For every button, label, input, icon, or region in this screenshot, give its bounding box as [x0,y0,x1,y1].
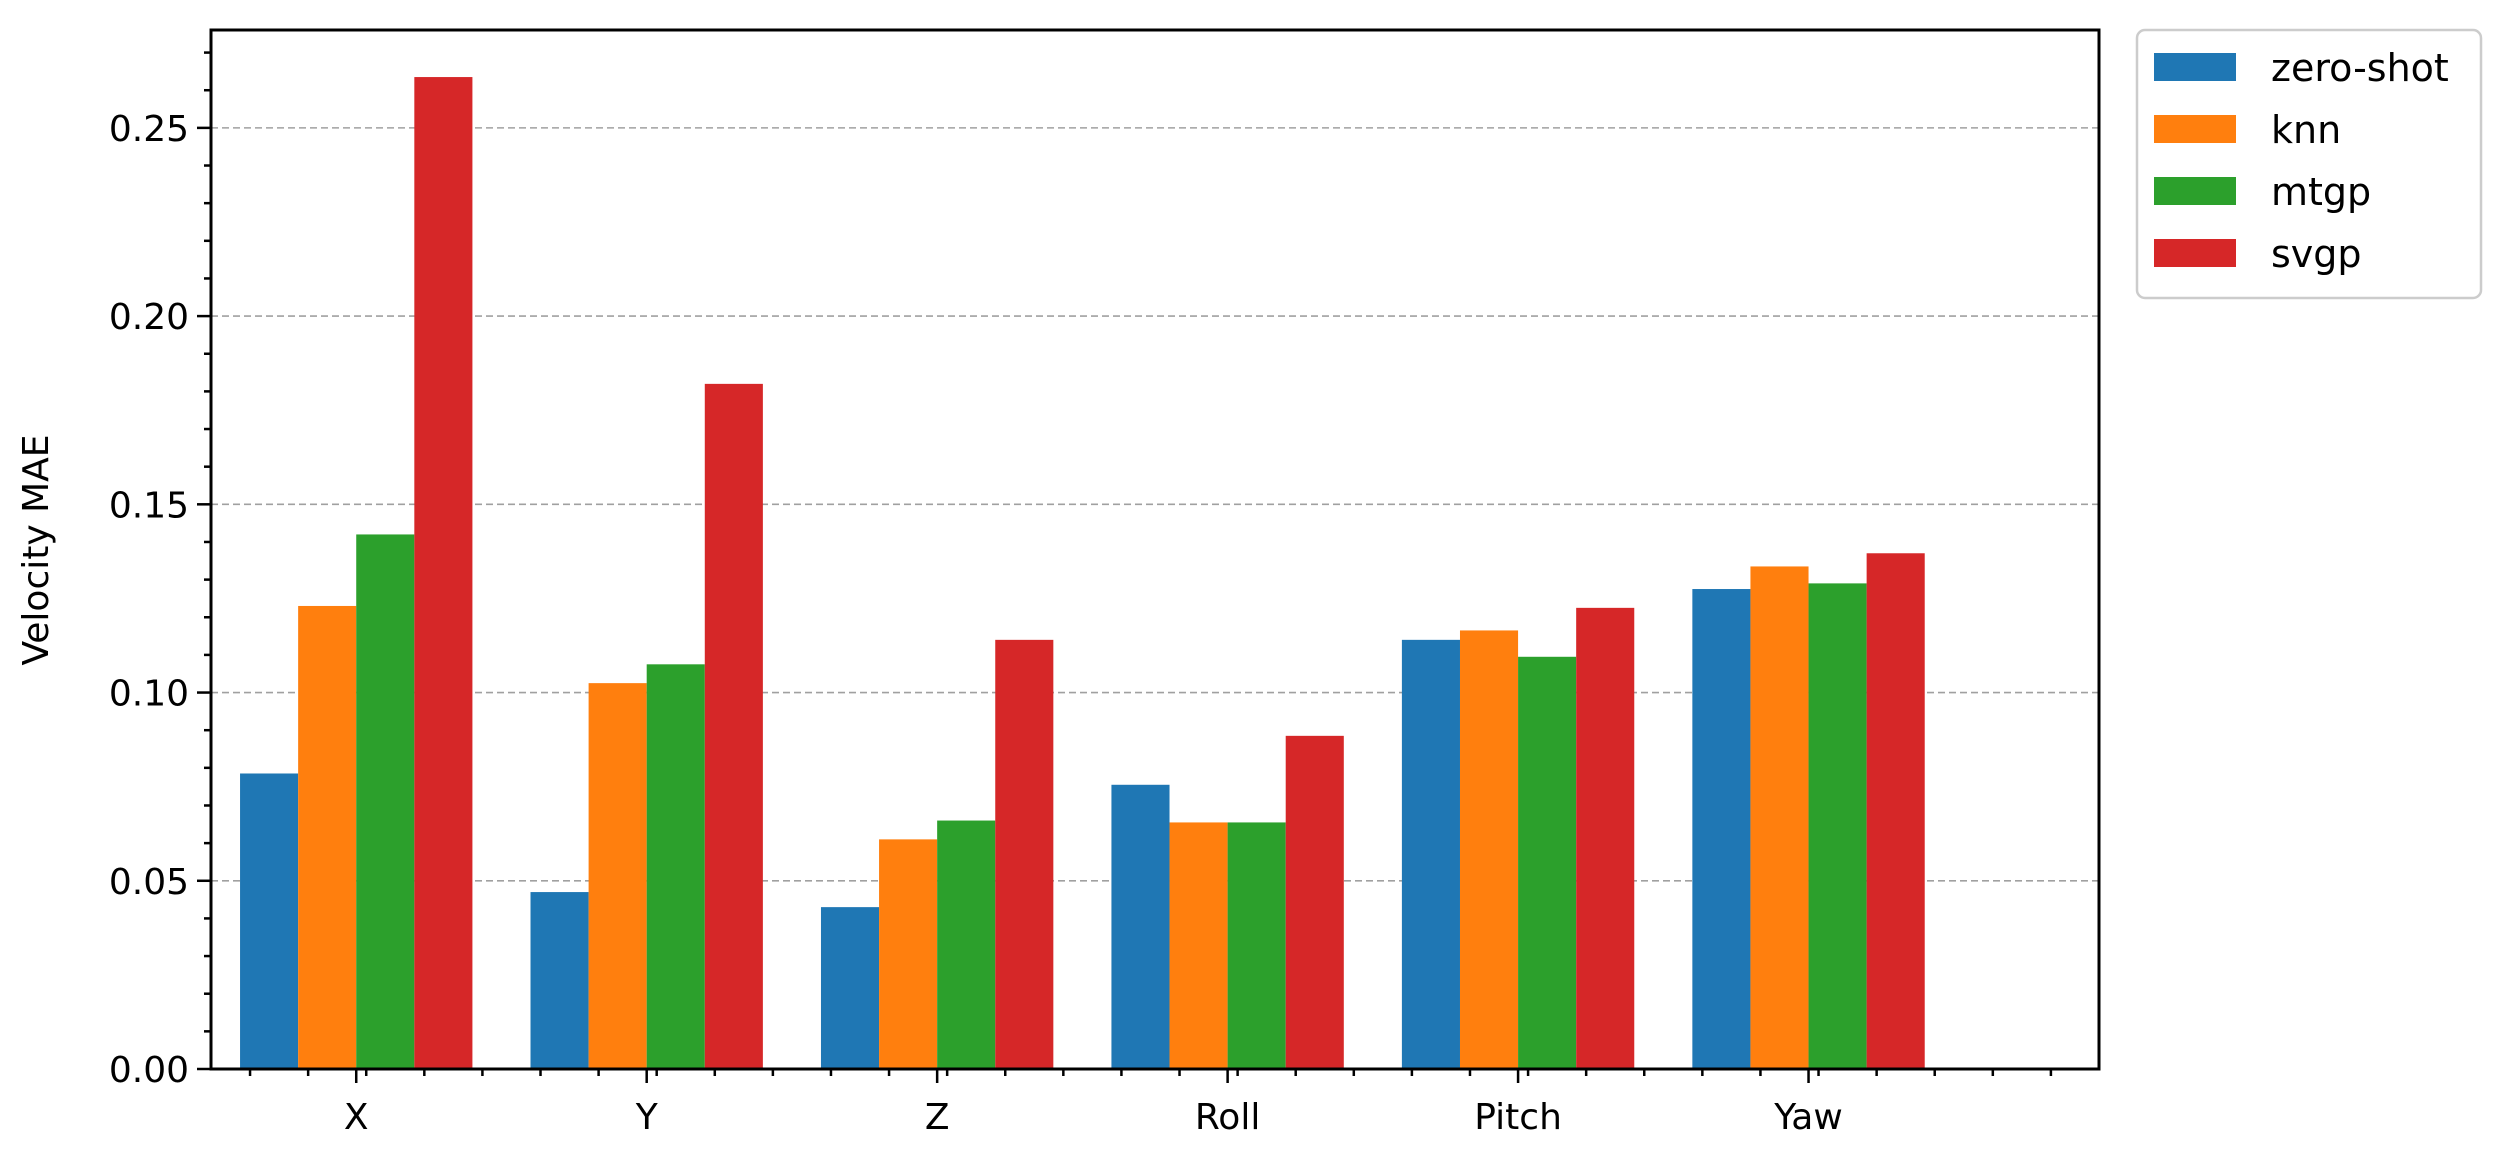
legend-label-knn: knn [2271,108,2341,152]
x-tick-label: Roll [1195,1097,1260,1138]
y-tick-label: 0.10 [109,674,189,715]
bar-mtgp-roll [1227,822,1286,1069]
legend-swatch-svgp [2154,239,2236,267]
x-tick-label: Yaw [1773,1097,1843,1138]
bar-mtgp-pitch [1518,656,1577,1069]
bar-mtgp-x [356,534,415,1069]
plot-frame [209,28,2101,1071]
y-tick-label: 0.20 [109,297,189,338]
x-tick-label: Z [925,1097,950,1138]
bar-svgp-y [704,383,763,1069]
bar-knn-z [879,839,938,1069]
x-tick-label: Y [635,1097,659,1138]
y-tick-label: 0.00 [109,1050,189,1091]
legend-swatch-zero-shot [2154,53,2236,81]
bar-zero-shot-y [530,892,589,1069]
y-tick-label: 0.25 [109,109,189,150]
bar-zero-shot-z [820,907,880,1069]
y-axis: 0.00 0.05 0.10 0.15 0.20 0.25 [109,51,211,1091]
bar-svgp-roll [1285,735,1344,1069]
legend-label-mtgp: mtgp [2271,170,2371,214]
bar-mtgp-y [646,664,705,1069]
bar-mtgp-z [937,820,996,1069]
bars [240,77,1925,1070]
legend-label-svgp: svgp [2271,232,2362,276]
legend-swatch-mtgp [2154,177,2236,205]
legend: zero-shot knn mtgp svgp [2135,28,2483,300]
bar-zero-shot-pitch [1401,639,1460,1069]
x-tick-label: Pitch [1474,1097,1562,1138]
bar-svgp-x [414,77,473,1070]
legend-swatch-knn [2154,115,2236,143]
bar-zero-shot-roll [1111,784,1170,1069]
bar-knn-x [298,605,357,1069]
x-axis: X Y Z Roll Pitch Yaw [248,1069,2053,1138]
bar-knn-roll [1169,822,1228,1069]
bar-zero-shot-x [240,773,299,1069]
y-axis-label: Velocity MAE [16,434,57,665]
legend-frame [2135,28,2483,300]
bar-knn-yaw [1750,566,1809,1069]
bar-svgp-z [995,639,1054,1069]
bar-knn-pitch [1459,630,1519,1069]
bar-mtgp-yaw [1808,583,1867,1069]
y-tick-label: 0.15 [109,485,189,526]
y-tick-label: 0.05 [109,862,189,903]
bar-zero-shot-yaw [1692,589,1751,1069]
legend-label-zero-shot: zero-shot [2271,46,2449,90]
bar-knn-y [588,683,647,1069]
bar-svgp-pitch [1576,607,1635,1069]
x-tick-label: X [344,1097,369,1138]
bar-svgp-yaw [1866,553,1925,1069]
